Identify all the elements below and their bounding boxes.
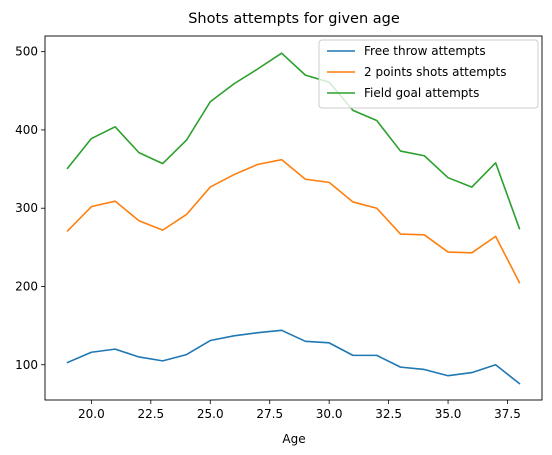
- legend-box: [318, 39, 539, 109]
- x-tick-label: 22.5: [137, 407, 164, 421]
- x-axis-label: Age: [282, 432, 305, 446]
- series-line-0: [66, 329, 521, 385]
- x-tick-label: 32.5: [375, 407, 402, 421]
- chart-title: Shots attempts for given age: [188, 11, 400, 27]
- x-tick-label: 20.0: [78, 407, 105, 421]
- x-axis-ticks: 20.0 22.5 25.0 27.5 30.0 32.5 35.0 37.5: [78, 400, 521, 421]
- series-layer: [66, 52, 521, 385]
- y-tick-label: 200: [15, 279, 38, 293]
- y-tick-label: 100: [15, 358, 38, 372]
- series-line-1: [66, 158, 521, 284]
- x-tick-label: 27.5: [256, 407, 283, 421]
- legend-label: Free throw attempts: [364, 44, 486, 58]
- legend-label: Field goal attempts: [364, 86, 479, 100]
- x-tick-label: 25.0: [197, 407, 224, 421]
- y-axis-ticks: 100 200 300 400 500: [15, 45, 45, 372]
- y-tick-label: 300: [15, 201, 38, 215]
- legend: Free throw attempts 2 points shots attemp…: [318, 39, 539, 109]
- legend-label: 2 points shots attempts: [364, 65, 507, 79]
- x-tick-label: 37.5: [494, 407, 521, 421]
- x-tick-label: 30.0: [316, 407, 343, 421]
- x-tick-label: 35.0: [435, 407, 462, 421]
- y-tick-label: 400: [15, 123, 38, 137]
- y-tick-label: 500: [15, 45, 38, 59]
- series-line-2: [66, 52, 521, 230]
- plot-frame: [44, 35, 543, 401]
